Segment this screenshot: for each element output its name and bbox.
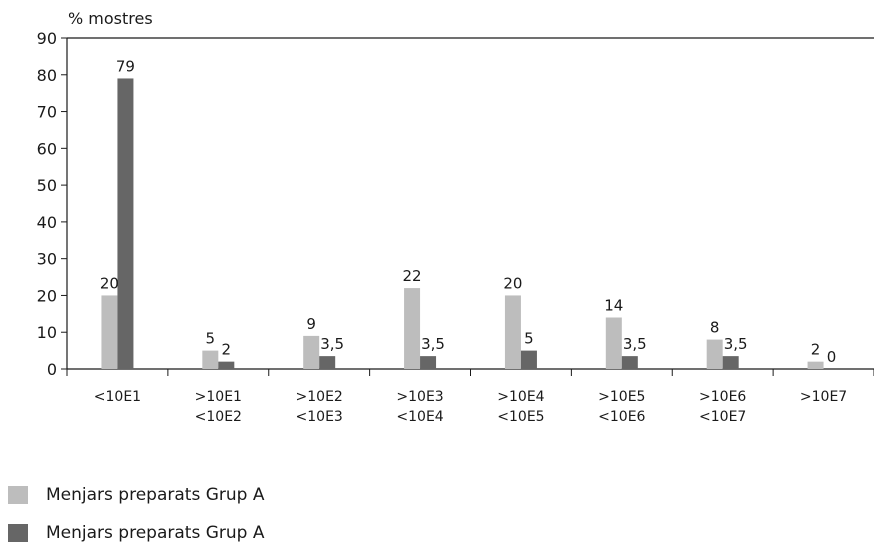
y-tick-label: 0 xyxy=(47,360,57,379)
legend: Menjars preparats Grup A Menjars prepara… xyxy=(8,476,264,552)
x-tick-label: >10E4 xyxy=(497,389,544,405)
data-label: 20 xyxy=(100,274,119,292)
data-label: 2 xyxy=(811,341,821,359)
x-tick-label: >10E3 xyxy=(396,389,443,405)
x-tick-label: <10E3 xyxy=(296,409,343,425)
y-tick-label: 30 xyxy=(37,250,57,269)
legend-item: Menjars preparats Grup A xyxy=(8,514,264,552)
data-label: 8 xyxy=(710,319,720,337)
y-tick-label: 10 xyxy=(37,323,57,342)
bar xyxy=(117,78,134,369)
data-label: 79 xyxy=(116,57,135,75)
data-label: 20 xyxy=(503,274,522,292)
x-tick-label: >10E6 xyxy=(699,389,746,405)
data-label: 3,5 xyxy=(421,335,445,353)
bars xyxy=(101,78,824,369)
bar xyxy=(706,339,723,369)
legend-label: Menjars preparats Grup A xyxy=(46,523,265,543)
x-tick-label: <10E4 xyxy=(396,409,443,425)
bar xyxy=(807,361,824,369)
legend-item: Menjars preparats Grup A xyxy=(8,476,264,514)
data-label: 9 xyxy=(306,315,316,333)
y-tick-label: 60 xyxy=(37,139,57,158)
bar xyxy=(621,356,638,369)
legend-label: Menjars preparats Grup A xyxy=(46,485,265,505)
y-tick-label: 20 xyxy=(37,286,57,305)
data-label: 3,5 xyxy=(724,335,748,353)
data-label: 0 xyxy=(827,348,837,366)
x-tick-label: >10E7 xyxy=(800,389,847,405)
bar xyxy=(722,356,739,369)
data-label: 5 xyxy=(524,330,534,348)
bar xyxy=(504,295,521,369)
x-tick-label: >10E1 xyxy=(195,389,242,405)
y-tick-label: 70 xyxy=(37,103,57,122)
data-label: 3,5 xyxy=(320,335,344,353)
x-tick-label: <10E5 xyxy=(497,409,544,425)
x-tick-label: <10E2 xyxy=(195,409,242,425)
y-ticks: 0 10 20 30 40 50 60 70 80 90 xyxy=(37,29,67,379)
x-tick-label: <10E1 xyxy=(94,389,141,405)
x-tick-label: <10E7 xyxy=(699,409,746,425)
bar xyxy=(101,295,118,369)
bar xyxy=(303,335,320,369)
legend-swatch xyxy=(8,486,28,504)
bar xyxy=(202,350,219,369)
data-labels: 20 5 9 22 20 14 8 2 79 2 3,5 3,5 5 3,5 3,5 0 xyxy=(100,57,836,366)
bar xyxy=(520,350,537,369)
axes xyxy=(66,37,874,370)
bar xyxy=(605,317,622,369)
bar xyxy=(404,288,421,369)
data-label: 22 xyxy=(403,267,422,285)
bar xyxy=(319,356,336,369)
data-label: 5 xyxy=(206,330,216,348)
x-tick-label: <10E6 xyxy=(598,409,645,425)
y-tick-label: 50 xyxy=(37,176,57,195)
y-tick-label: 90 xyxy=(37,29,57,48)
y-axis-label: % mostres xyxy=(68,9,153,28)
data-label: 14 xyxy=(604,297,623,315)
x-tick-label: >10E2 xyxy=(296,389,343,405)
data-label: 2 xyxy=(222,341,232,359)
y-tick-label: 40 xyxy=(37,213,57,232)
bar xyxy=(420,356,437,369)
bar xyxy=(218,361,235,369)
x-tick-label: >10E5 xyxy=(598,389,645,405)
legend-swatch xyxy=(8,524,28,542)
data-label: 3,5 xyxy=(623,335,647,353)
x-ticks: <10E1 >10E1 <10E2 >10E2 <10E3 >10E3 <10E4 >10E4… xyxy=(66,369,874,425)
y-tick-label: 80 xyxy=(37,66,57,85)
